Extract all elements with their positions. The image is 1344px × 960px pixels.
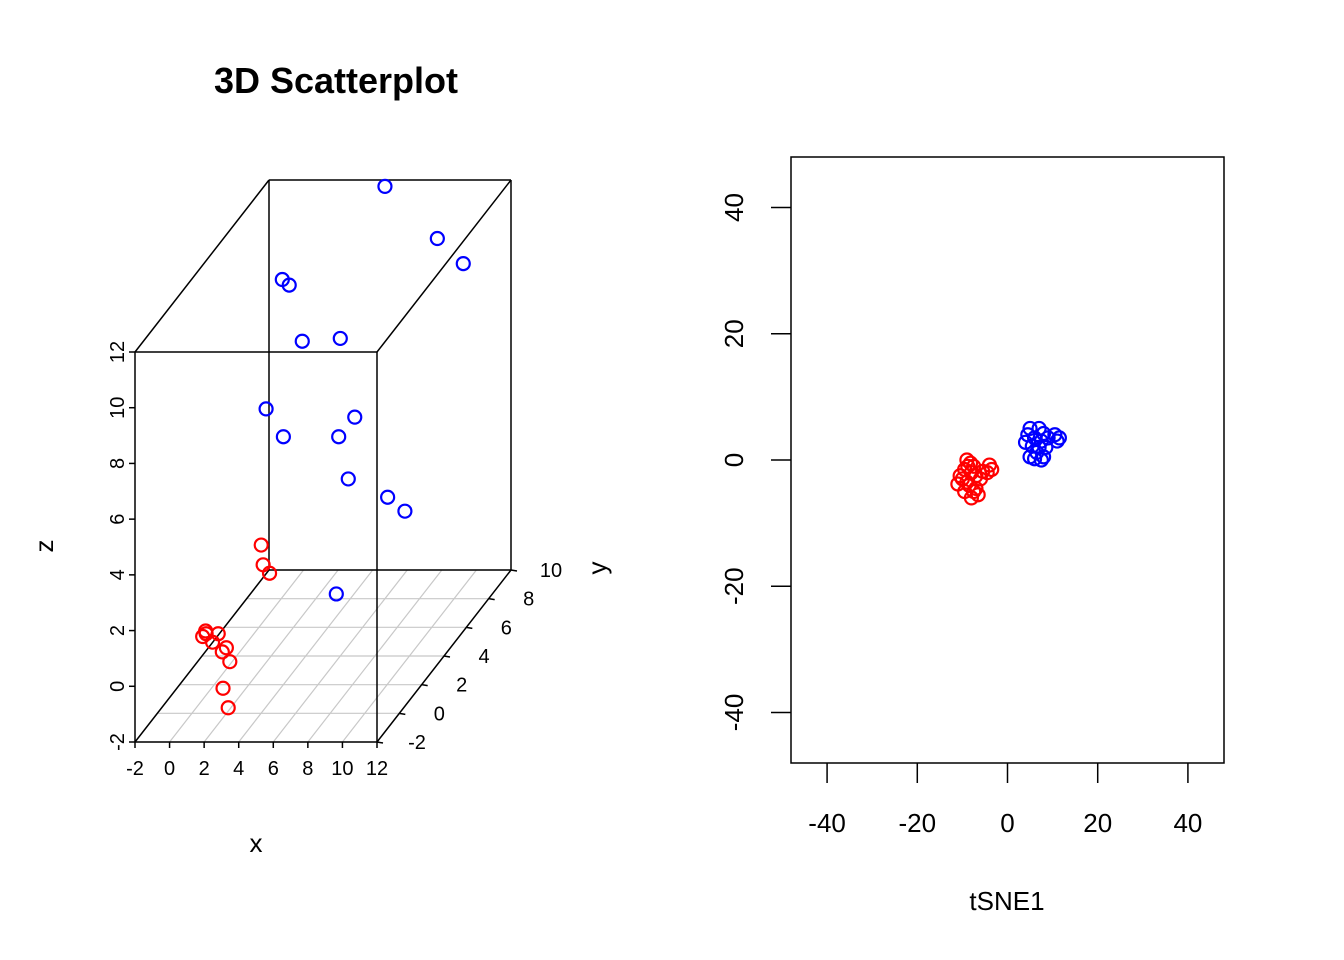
floor-grid [134,569,512,743]
z-tick-label: 10 [107,397,129,419]
y-tick-mark [376,741,384,744]
x-axis-label: tSNE1 [969,886,1044,916]
data-point [1033,452,1049,468]
data-point [1035,425,1052,442]
data-point [215,680,231,696]
scatterplot-2d: -40 -20 0 20 40 -40 -20 0 20 40 tSNE1 [719,156,1225,916]
data-point [218,640,234,656]
data-point [253,537,269,553]
data-point [328,586,344,602]
data-point [222,654,238,670]
y-tick-label: -40 [719,694,749,732]
z-tick-label: 8 [107,458,129,469]
y-tick-label: 10 [540,560,562,582]
z-axis-label: z [29,540,59,553]
x-tick-label: 20 [1083,808,1112,838]
bounding-box [134,179,512,743]
x-tick-label: 4 [233,758,244,780]
data-point [1049,433,1065,449]
x-axis: -40 -20 0 20 40 [808,763,1202,838]
box-edge [134,569,270,743]
x-tick-label: -2 [126,758,144,780]
z-tick-label: 0 [107,681,129,692]
y-tick-label: 40 [719,193,749,222]
box-edge [376,179,512,353]
y-tick-label: 0 [719,453,749,467]
chart-title: 3D Scatterplot [214,60,458,101]
x-tick-label: 10 [331,758,353,780]
z-tick-label: 2 [107,625,129,636]
data-point [966,483,982,500]
y-tick-label: -2 [408,732,426,754]
box-edge [134,179,270,353]
x-tick-label: -20 [899,808,937,838]
y-tick-label: 20 [719,319,749,348]
z-tick-label: 6 [107,514,129,525]
data-point [380,489,396,505]
data-point [1022,420,1038,437]
y-tick-mark [488,597,495,601]
y-tick-mark [466,626,473,630]
y-tick-label: 6 [501,617,512,639]
y-tick-label: 0 [434,703,445,725]
x-tick-label: 6 [268,758,279,780]
data-point [429,230,445,247]
data-point [331,429,347,445]
data-points-2d [950,420,1067,506]
data-point [214,644,230,660]
data-point [972,471,989,487]
z-tick-label: 4 [107,569,129,580]
data-point [1051,430,1067,446]
data-points-3d [195,178,471,716]
data-point [975,463,991,479]
z-tick-labels: -2 0 2 4 6 8 10 12 [107,341,135,751]
z-tick-label: 12 [107,341,129,363]
data-point [281,277,297,293]
data-point [377,178,393,194]
z-tick-label: -2 [107,733,129,751]
y-axis-label: y [582,562,612,575]
y-tick-label: 4 [478,646,489,668]
data-point [1040,430,1056,446]
y-axis: -40 -20 0 20 40 [719,193,791,731]
x-tick-label: 40 [1173,808,1202,838]
x-tick-label: 0 [1000,808,1014,838]
data-point [1026,451,1043,467]
data-point [294,333,310,349]
y-tick-label: -20 [719,567,749,605]
y-tick-label: 2 [456,675,467,697]
data-point [210,626,226,642]
plot-frame [790,156,1225,764]
y-tick-mark [421,683,428,687]
x-tick-label: -40 [808,808,846,838]
data-point [261,565,278,581]
x-tick-label: 0 [164,758,175,780]
y-tick-mark [510,569,518,572]
x-tick-label: 12 [366,758,388,780]
data-point [397,503,413,519]
data-point [347,409,363,425]
x-tick-label: 2 [199,758,210,780]
data-point [258,401,274,417]
data-point [963,490,980,506]
y-tick-mark [399,712,406,716]
data-point [960,458,976,474]
x-axis-label: x [250,828,263,858]
data-point [455,255,471,272]
data-point [275,429,291,445]
data-point [332,330,348,347]
data-point [340,471,356,487]
data-point [220,700,236,716]
data-point [1029,444,1045,461]
y-tick-mark [443,655,451,658]
x-tick-label: 8 [302,758,313,780]
data-point [952,468,968,484]
x-tick-labels: -2 0 2 4 6 8 10 12 [126,742,388,780]
y-tick-label: 8 [523,589,534,611]
